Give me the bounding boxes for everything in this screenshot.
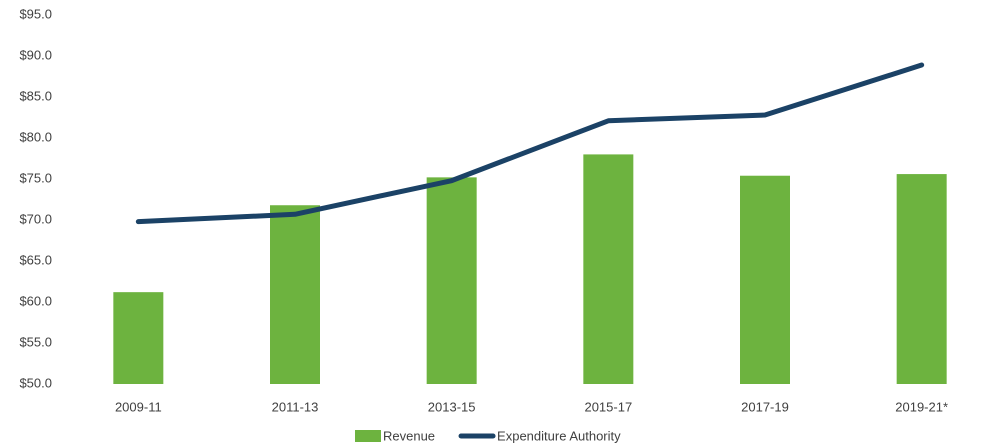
- y-tick-label: $85.0: [19, 88, 52, 103]
- y-tick-label: $90.0: [19, 47, 52, 62]
- y-tick-label: $65.0: [19, 252, 52, 267]
- bar: [583, 154, 634, 384]
- x-tick-label: 2019-21*: [895, 399, 948, 414]
- x-tick-label: 2013-15: [428, 399, 476, 414]
- y-tick-label: $80.0: [19, 129, 52, 144]
- x-tick-label: 2009-11: [115, 399, 162, 414]
- x-tick-label: 2011-13: [272, 399, 319, 414]
- y-tick-label: $55.0: [19, 334, 52, 349]
- y-tick-label: $70.0: [19, 211, 52, 226]
- bar: [740, 175, 790, 384]
- line: [135, 62, 925, 225]
- legend-label: Expenditure Authority: [497, 428, 621, 443]
- bar: [270, 205, 320, 384]
- y-tick-label: $60.0: [19, 293, 52, 308]
- y-tick-label: $75.0: [19, 170, 52, 185]
- x-tick-label: 2015-17: [584, 399, 632, 414]
- x-tick-label: 2017-19: [741, 399, 789, 414]
- bar: [896, 174, 947, 384]
- legend-swatch: [355, 430, 381, 442]
- y-tick-label: $50.0: [19, 375, 52, 390]
- legend-label: Revenue: [383, 428, 435, 443]
- bar: [113, 292, 164, 384]
- bar: [426, 177, 477, 384]
- y-tick-label: $95.0: [19, 6, 52, 21]
